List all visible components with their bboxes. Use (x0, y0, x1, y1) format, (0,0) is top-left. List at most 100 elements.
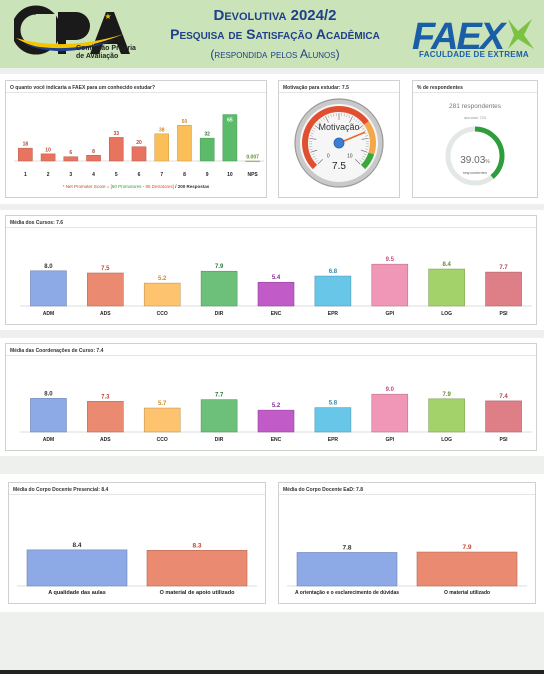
gauge-tick (361, 137, 369, 140)
gauge-tick (310, 132, 314, 135)
nps-title: O quanto você indicaria a FAEX para um c… (10, 85, 156, 91)
gauge-tick (311, 153, 315, 156)
bar-dir (200, 399, 238, 433)
footer-divider (0, 670, 544, 674)
category-label: ADM (43, 437, 54, 443)
value-label: 7.5 (101, 266, 110, 272)
nps-category-label: 2 (47, 172, 50, 178)
gauge-tick (365, 148, 369, 150)
bar-psi (485, 271, 522, 307)
nps-value-label: 32 (204, 132, 210, 138)
nps-bar-2 (40, 153, 56, 162)
bar-gpi (371, 263, 409, 307)
bar-log (428, 268, 465, 307)
nps-bar-nps (245, 160, 260, 163)
nps-bar-10 (222, 114, 238, 162)
gauge-tick (327, 115, 330, 118)
gauge-tick (316, 123, 319, 126)
gauge-tick (359, 123, 362, 126)
percent-unit: % (485, 159, 490, 165)
gauge-tick (333, 113, 335, 117)
category-label: ENC (271, 311, 282, 317)
header-banner: ★ Comissão Própria de Avaliação Devoluti… (0, 0, 544, 68)
category-label: GPI (385, 437, 394, 443)
value-label: 6.8 (329, 269, 338, 275)
bar-dir (200, 270, 238, 307)
nps-value-label: 6 (69, 150, 72, 156)
category-label: EPR (328, 311, 339, 317)
nps-category-label: 6 (138, 172, 141, 178)
donut-fill (445, 126, 505, 186)
value-label: 9.5 (386, 257, 395, 263)
nps-category-label: 1 (24, 172, 27, 178)
nps-category-label: 7 (160, 172, 163, 178)
nps-legend-detractors: 95 Detratores] (145, 184, 174, 189)
bar-ads (87, 272, 124, 307)
category-label: ENC (271, 437, 282, 443)
nps-bar-3 (63, 156, 79, 162)
value-label: 5.7 (158, 401, 167, 407)
respondents-count: 281 respondentes (448, 103, 502, 110)
nps-value-label: 8 (92, 149, 95, 155)
nps-bar-5 (108, 137, 124, 162)
gauge-tick (330, 114, 332, 118)
bar-o-material-utilizado (416, 551, 518, 587)
gauge-tick (325, 116, 329, 123)
gauge-amber-band (363, 121, 376, 155)
category-label: ADS (100, 437, 111, 443)
presencial-card: Média do Corpo Docente Presencial: 8.4 8… (8, 482, 266, 604)
respondents-percent: 39.03% (413, 155, 537, 166)
nps-legend-promoters: [50 Promotores (110, 184, 142, 189)
nps-category-label: 9 (206, 172, 209, 178)
category-label: LOG (441, 437, 452, 443)
value-label: 7.7 (215, 393, 224, 399)
category-label: LOG (441, 311, 452, 317)
gauge-tick (310, 149, 318, 153)
respondents-note: (respondida pelos Alunos) (210, 47, 340, 61)
bar-psi (485, 400, 522, 433)
nps-bar-7 (154, 133, 170, 162)
category-label: EPR (328, 437, 339, 443)
coordenacoes-title: Média das Coordenações de Curso: 7.4 (10, 348, 104, 354)
bar-o-material-de-apoio-utilizado (146, 550, 248, 587)
cursos-card: Média dos Cursos: 7.6 8.0 ADM 7.5 ADS 5.2 CCO… (5, 215, 537, 325)
nps-category-label: NPS (247, 172, 258, 178)
coordenacoes-card: Média das Coordenações de Curso: 7.4 8.0… (5, 343, 537, 451)
value-label: 7.8 (342, 544, 351, 551)
category-label: A orientação e o esclarecimento de dúvid… (295, 590, 399, 596)
value-label: 8.4 (72, 542, 81, 549)
nps-category-label: 10 (227, 172, 233, 178)
value-label: 8.4 (442, 262, 451, 268)
value-label: 5.4 (272, 275, 281, 281)
category-label: CCO (157, 437, 168, 443)
bar-log (428, 398, 465, 433)
bar-enc (257, 409, 295, 433)
nps-value-label: 65 (227, 118, 233, 124)
category-label: GPI (385, 311, 394, 317)
gauge-min-label: 0 (327, 154, 330, 160)
gauge-tick (343, 113, 345, 117)
category-label: PSI (500, 311, 509, 317)
gauge-tick (346, 114, 348, 118)
bar-ads (87, 401, 124, 433)
gauge-tick (309, 148, 313, 150)
nps-value-label: 50 (182, 119, 188, 125)
presencial-bar-chart: 8.4 A qualidade das aulas 8.3 O material de… (17, 542, 257, 596)
value-label: 9.0 (386, 387, 395, 393)
nps-value-label: 38 (159, 127, 165, 133)
respondents-card: % de respondentes 281 respondentes aluna… (412, 80, 538, 198)
nps-value-label: 20 (136, 140, 142, 146)
nps-bar-9 (199, 137, 215, 162)
gauge-card: Motivação para estudar: 7.5 Motivação 0 10… (278, 80, 400, 198)
category-label: O material de apoio utilizado (160, 590, 236, 596)
nps-category-label: 5 (115, 172, 118, 178)
bar-a-qualidade-das-aulas (26, 549, 128, 587)
respondents-sub-label: respondentes (462, 170, 488, 175)
page-subtitle: Pesquisa de Satisfação Acadêmica (170, 26, 380, 42)
category-label: ADS (100, 311, 111, 317)
category-label: DIR (215, 311, 224, 317)
category-label: ADM (43, 311, 54, 317)
nps-category-label: 8 (183, 172, 186, 178)
gauge-tick (353, 117, 356, 121)
